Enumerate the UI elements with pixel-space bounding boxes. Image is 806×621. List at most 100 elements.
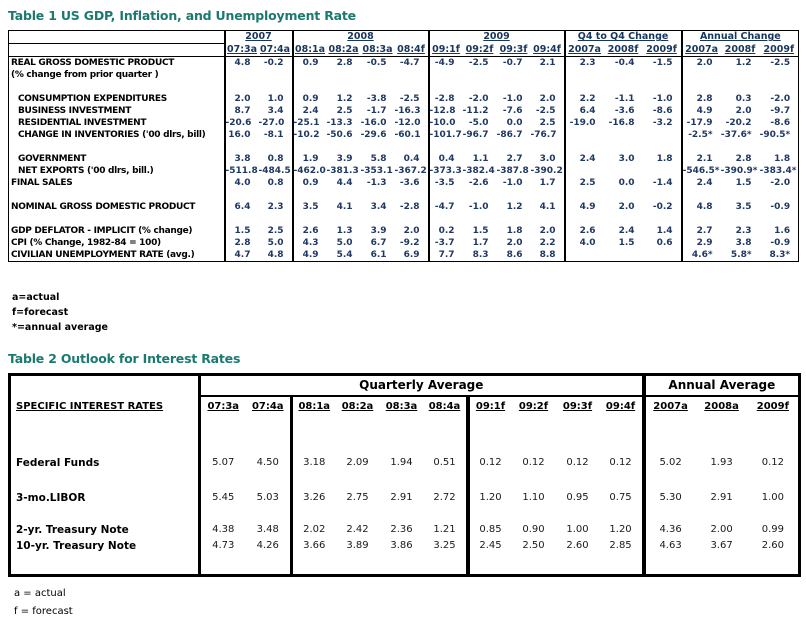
span-group-header: Annual Average <box>641 374 800 397</box>
value-cell: 4.4 <box>336 178 353 188</box>
value-cell: 6.4 <box>563 105 604 117</box>
value-cell <box>563 213 604 225</box>
spacer-cell <box>198 471 246 490</box>
value-cell: 3.5 <box>291 201 327 213</box>
value-cell: 2.8 <box>735 154 752 164</box>
value-cell <box>721 189 760 201</box>
spacer-cell <box>600 417 644 455</box>
table1-title: Table 1 US GDP, Inflation, and Unemploym… <box>8 8 356 23</box>
value-cell <box>531 141 565 153</box>
value-cell: -19.0 <box>563 117 604 129</box>
rate-col-header: 09:4f <box>600 396 644 417</box>
value-cell: 4.1 <box>336 202 353 212</box>
rate-value-cell: 3.26 <box>290 490 336 506</box>
row-label: CHANGE IN INVENTORIES ('00 dlrs, bill) <box>18 130 206 140</box>
year-group-header: Q4 to Q4 Change <box>563 30 682 44</box>
value-cell: 3.5 <box>735 202 752 212</box>
value-cell: -511.8 <box>223 165 259 177</box>
value-cell: -12.0 <box>394 118 421 128</box>
value-cell <box>291 141 327 153</box>
spacer-cell <box>336 506 380 522</box>
rate-value-cell: 4.50 <box>256 457 279 468</box>
value-cell: 1.4 <box>656 226 673 236</box>
rate-col-header-row: SPECIFIC INTEREST RATES 07:3a 07:4a 08:1a 08… <box>10 396 800 417</box>
value-cell: 0.8 <box>267 154 284 164</box>
value-cell: 2.6 <box>291 225 327 237</box>
spacer-row <box>10 554 800 576</box>
spacer-cell <box>424 506 468 522</box>
value-cell <box>760 189 799 201</box>
rate-value-cell: 5.07 <box>198 455 246 471</box>
value-cell: 5.8 <box>370 154 387 164</box>
spacer-row <box>10 471 800 490</box>
year-group-header: Annual Change <box>680 30 799 44</box>
value-cell: 6.9 <box>403 250 420 260</box>
value-cell: 2.0 <box>403 226 420 236</box>
value-cell <box>463 81 497 93</box>
value-cell <box>680 81 721 93</box>
spacer-cell <box>290 417 336 455</box>
table-row: CIVILIAN UNEMPLOYMENT RATE (avg.) 4.7 4.8 4… <box>9 249 799 262</box>
table-row: GDP DEFLATOR - IMPLICIT (% change) 1.5 2.5… <box>9 225 799 237</box>
table-row: NOMINAL GROSS DOMESTIC PRODUCT 6.4 2.3 3.5 4… <box>9 201 799 213</box>
rate-col-label: 08:2a <box>341 401 374 412</box>
spacer-cell <box>198 417 246 455</box>
rate-row-label: 3-mo.LIBOR <box>16 492 86 504</box>
rate-col-label: 09:4f <box>605 401 636 412</box>
value-cell: 5.4 <box>336 250 353 260</box>
value-cell: -2.5 <box>770 58 791 68</box>
rate-col-header: 2009f <box>748 396 800 417</box>
rate-value-cell: 2.60 <box>761 540 784 551</box>
value-cell: 5.8* <box>730 250 752 260</box>
quarter-col-label: 2008f <box>607 43 639 55</box>
value-cell <box>361 189 395 201</box>
quarter-col-label: 2007a <box>568 43 601 55</box>
value-cell: 3.4 <box>267 106 284 116</box>
value-cell <box>361 213 395 225</box>
value-cell: 4.8 <box>223 56 259 69</box>
spacer-cell <box>424 554 468 576</box>
quarter-col-header: 2007a <box>563 43 604 57</box>
value-cell <box>604 213 643 225</box>
year-header-row: 2007 2008 2009 Q4 to Q4 Change Annual Change <box>8 30 799 44</box>
value-cell <box>427 141 463 153</box>
value-cell: 2.0 <box>680 56 721 69</box>
table-row: CPI (% Change, 1982-84 = 100) 2.8 5.0 4.3 5.… <box>9 237 799 249</box>
rate-col-header: 08:1a <box>290 396 336 417</box>
value-cell: -2.8 <box>427 93 463 105</box>
value-cell: -101.7 <box>427 129 463 141</box>
value-cell: -2.5 <box>535 106 556 116</box>
rate-value-cell: 3.86 <box>390 540 413 551</box>
value-cell <box>531 213 565 225</box>
value-cell: 1.5 <box>735 178 752 188</box>
rate-value-cell: 5.45 <box>198 490 246 506</box>
value-cell <box>604 189 643 201</box>
value-cell: 2.7 <box>506 154 523 164</box>
value-cell: 4.9 <box>563 201 604 213</box>
spacer-cell <box>424 471 468 490</box>
rate-value-cell: 2.00 <box>710 524 733 535</box>
footnote-annual-average: *=annual average <box>12 322 108 333</box>
row-label: GDP DEFLATOR - IMPLICIT (% change) <box>11 226 193 236</box>
value-cell: -9.2 <box>399 238 420 248</box>
quarter-col-header: 09:4f <box>530 43 565 57</box>
row-label: CPI (% Change, 1982-84 = 100) <box>11 238 161 248</box>
value-cell: 3.9 <box>370 226 387 236</box>
rate-value-cell: 1.20 <box>465 490 512 506</box>
value-cell <box>643 129 682 141</box>
value-cell: -13.3 <box>326 118 353 128</box>
value-cell: -0.9 <box>770 238 791 248</box>
value-cell: -0.2 <box>263 58 284 68</box>
value-cell: -2.5 <box>468 58 489 68</box>
spacer-cell <box>380 506 424 522</box>
value-cell <box>643 213 682 225</box>
spacer-cell <box>696 417 748 455</box>
table-row: CONSUMPTION EXPENDITURES 2.0 1.0 0.9 1.2 -3.8… <box>9 93 799 105</box>
interest-rates-table: Quarterly Average Annual Average SPECIFIC … <box>8 373 802 577</box>
value-cell: -373.3 <box>427 165 463 177</box>
table1: 2007 2008 2009 Q4 to Q4 Change Annual Change… <box>8 30 800 262</box>
value-cell: 7.7 <box>427 249 463 262</box>
span-group-header: Quarterly Average <box>197 374 644 397</box>
rate-col-label: 07:3a <box>207 401 240 412</box>
rate-row: 10-yr. Treasury Note 4.73 4.26 3.66 3.89 3.86… <box>10 538 800 554</box>
